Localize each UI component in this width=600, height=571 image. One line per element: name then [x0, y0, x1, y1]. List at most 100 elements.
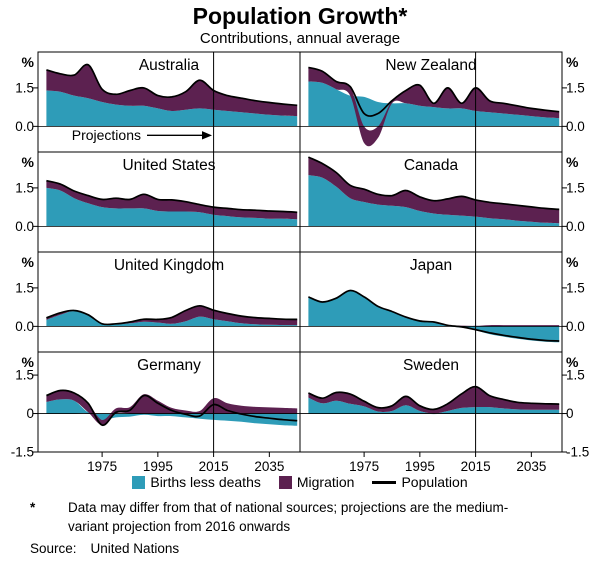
migration-area	[46, 390, 298, 426]
footnote-text: Data may differ from that of national so…	[68, 500, 509, 534]
births-area	[308, 398, 560, 415]
projections-label: Projections	[72, 127, 141, 143]
migration-area	[46, 306, 298, 326]
panel-title-sweden: Sweden	[403, 357, 459, 374]
chart-title: Population Growth*	[192, 3, 408, 29]
footnote-marker: *	[30, 500, 36, 516]
panel-line-australia	[46, 64, 298, 107]
panel-title-australia: Australia	[139, 57, 200, 74]
legend: Births less deaths Migration Population	[0, 474, 600, 490]
population-line	[308, 156, 560, 211]
panel-line-new-zealand	[308, 67, 560, 118]
migration-area	[46, 64, 298, 117]
y-tick-label: 1.5	[566, 368, 585, 383]
x-tick-label: 2035	[516, 459, 546, 474]
unit-label: %	[22, 254, 35, 270]
y-tick-label: 0.0	[566, 319, 585, 334]
legend-label-population: Population	[401, 474, 468, 491]
population-growth-figure: Australia New Zealand United States Canada U…	[11, 51, 589, 474]
panel-areas-united-kingdom	[46, 306, 298, 327]
panel-title-canada: Canada	[404, 157, 459, 174]
y-tick-label: 1.5	[566, 81, 585, 96]
footnote: * Data may differ from that of national …	[0, 490, 600, 535]
births-area	[46, 399, 298, 427]
population-line	[308, 67, 560, 118]
panel-border	[299, 351, 563, 453]
x-tick-label: 2015	[199, 459, 229, 474]
y-tick-label: -1.5	[566, 445, 589, 460]
x-tick-label: 2035	[254, 459, 284, 474]
legend-label-migration: Migration	[296, 474, 355, 491]
births-area	[308, 175, 560, 227]
population-line-swatch	[372, 480, 397, 484]
unit-label: %	[22, 154, 35, 170]
unit-label: %	[22, 54, 35, 70]
population-line	[308, 290, 560, 343]
births-area	[46, 311, 298, 327]
population-line	[46, 305, 298, 326]
migration-area	[308, 67, 560, 147]
panel-line-germany	[46, 389, 298, 427]
unit-label: %	[566, 54, 579, 70]
unit-label: %	[566, 154, 579, 170]
unit-label: %	[566, 354, 579, 370]
births-area	[46, 90, 298, 127]
unit-label: %	[22, 354, 35, 370]
births-area	[46, 188, 298, 227]
panel-title-japan: Japan	[410, 257, 452, 274]
panel-line-united-states	[46, 180, 298, 214]
births-area	[308, 290, 560, 343]
y-tick-label: 1.5	[15, 181, 34, 196]
y-tick-label: 1.5	[15, 81, 34, 96]
births-swatch	[132, 475, 146, 489]
panel-line-canada	[308, 156, 560, 211]
unit-label: %	[566, 254, 579, 270]
panel-title-united-states: United States	[122, 157, 215, 174]
x-tick-label: 2015	[461, 459, 491, 474]
legend-item-migration: Migration	[278, 474, 355, 491]
chart-panels: Australia New Zealand United States Canada U…	[0, 48, 600, 474]
panel-areas-sweden	[308, 387, 560, 415]
population-line	[46, 389, 298, 427]
panel-line-japan	[308, 290, 560, 343]
panel-areas-japan	[308, 290, 560, 343]
legend-item-population: Population	[372, 474, 468, 491]
y-tick-label: 0.0	[15, 219, 34, 234]
source-label: Source:	[30, 540, 77, 556]
y-tick-label: 1.5	[15, 281, 34, 296]
source-text: United Nations	[90, 540, 180, 556]
panel-areas-germany	[46, 390, 298, 427]
y-tick-label: 0.0	[15, 319, 34, 334]
y-tick-label: 0.0	[566, 219, 585, 234]
panel-areas-united-states	[46, 181, 298, 227]
x-tick-label: 1975	[87, 459, 117, 474]
y-tick-label: 0.0	[15, 119, 34, 134]
migration-area	[308, 387, 560, 414]
x-tick-label: 1995	[143, 459, 173, 474]
source-line: Source: United Nations	[0, 536, 600, 556]
y-tick-label: -1.5	[11, 445, 34, 460]
panel-areas-australia	[46, 64, 298, 127]
legend-label-births: Births less deaths	[150, 474, 261, 491]
y-tick-label: 0	[566, 406, 574, 421]
population-line	[46, 180, 298, 214]
y-tick-label: 0.0	[566, 119, 585, 134]
y-tick-label: 0	[26, 406, 34, 421]
panel-title-germany: Germany	[137, 357, 201, 374]
y-tick-label: 1.5	[566, 181, 585, 196]
population-line	[308, 386, 560, 411]
legend-item-births: Births less deaths	[132, 474, 261, 490]
projections-arrow-head	[202, 131, 212, 140]
panel-title-united-kingdom: United Kingdom	[114, 257, 224, 274]
panel-areas-canada	[308, 157, 560, 227]
panel-title-new-zealand: New Zealand	[385, 57, 476, 74]
y-tick-label: 1.5	[566, 281, 585, 296]
population-line	[46, 64, 298, 107]
migration-area	[308, 157, 560, 224]
panel-line-united-kingdom	[46, 305, 298, 326]
y-tick-label: 1.5	[15, 368, 34, 383]
x-tick-label: 1995	[405, 459, 435, 474]
chart-subtitle: Contributions, annual average	[199, 30, 401, 48]
x-tick-label: 1975	[349, 459, 379, 474]
